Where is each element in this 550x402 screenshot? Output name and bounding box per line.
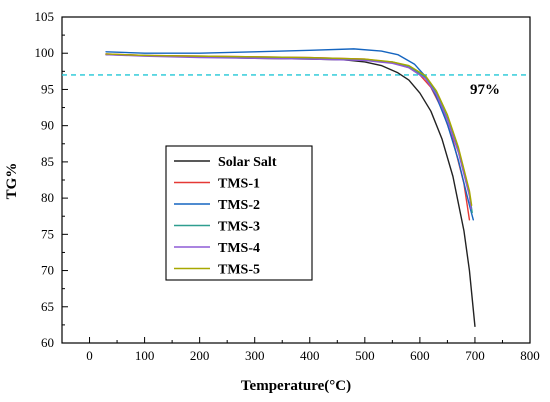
y-tick-label: 90	[41, 118, 54, 133]
legend-label: TMS-1	[218, 177, 260, 192]
legend-items: Solar Salt TMS-1 TMS-2 TMS-3 TMS-4 TMS-5	[174, 155, 277, 278]
series-line-tms-4	[105, 53, 472, 210]
y-axis-ticks: 60 65 70 75 80 85 90 95 100 105	[35, 9, 68, 350]
y-tick-label: 65	[41, 299, 54, 314]
y-tick-label: 75	[41, 226, 54, 241]
y-tick-label: 80	[41, 190, 54, 205]
reference-line-label: 97%	[470, 82, 500, 98]
x-tick-label: 800	[520, 348, 540, 363]
y-tick-label: 100	[35, 45, 55, 60]
series-layer	[105, 48, 476, 328]
x-tick-label: 0	[86, 348, 93, 363]
x-axis-title: Temperature(°C)	[241, 378, 351, 394]
series-line-tms-2	[105, 48, 474, 221]
legend-label: Solar Salt	[218, 155, 277, 170]
legend-box	[165, 145, 313, 281]
y-tick-label: 95	[41, 81, 54, 96]
x-tick-label: 700	[465, 348, 485, 363]
x-tick-label: 300	[245, 348, 265, 363]
y-tick-label: 60	[41, 335, 54, 350]
x-tick-label: 600	[410, 348, 430, 363]
x-tick-label: 100	[135, 348, 155, 363]
legend: Solar Salt TMS-1 TMS-2 TMS-3 TMS-4 TMS-5	[165, 145, 313, 281]
x-tick-label: 200	[190, 348, 210, 363]
legend-label: TMS-2	[218, 198, 260, 213]
x-tick-label: 500	[355, 348, 375, 363]
x-axis-ticks: 0 100 200 300 400 500 600 700 800	[86, 337, 540, 363]
legend-label: TMS-5	[218, 263, 260, 278]
x-tick-label: 400	[300, 348, 320, 363]
y-tick-label: 85	[41, 154, 54, 169]
y-tick-label: 70	[41, 263, 54, 278]
series-line-tms-5	[105, 53, 473, 207]
y-tick-label: 105	[35, 9, 55, 24]
legend-label: TMS-4	[218, 241, 260, 256]
legend-label: TMS-3	[218, 220, 260, 235]
y-axis-title: TG%	[4, 163, 20, 200]
